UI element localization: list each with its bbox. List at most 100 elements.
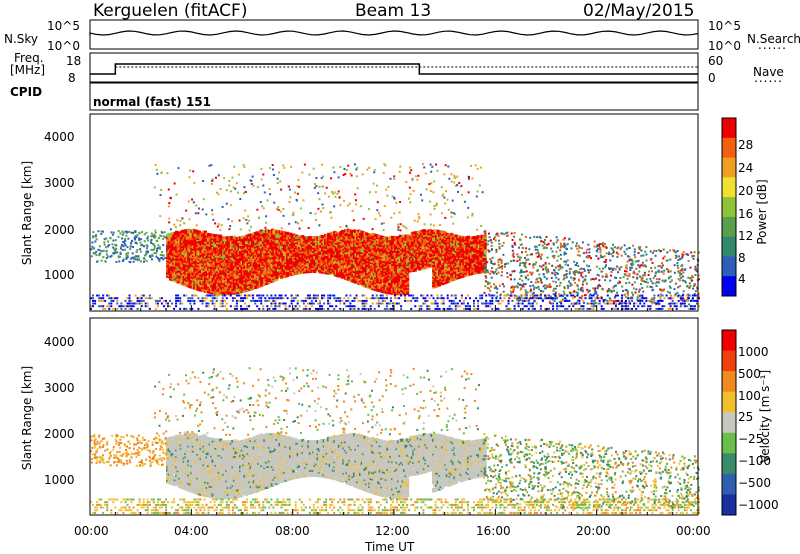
power-range-gate bbox=[267, 265, 271, 269]
power-range-gate bbox=[229, 261, 233, 265]
power-range-gate bbox=[214, 254, 218, 258]
power-range-gate bbox=[176, 231, 180, 235]
power-range-gate bbox=[191, 279, 195, 283]
power-range-gate bbox=[214, 285, 218, 289]
power-cbar-tick-12: 12 bbox=[738, 229, 754, 243]
power-range-gate bbox=[191, 255, 195, 259]
power-range-gate bbox=[252, 247, 256, 251]
power-range-gate bbox=[298, 242, 302, 246]
power-range-gate bbox=[252, 279, 256, 283]
power-range-gate bbox=[199, 261, 203, 265]
power-range-gate bbox=[229, 259, 233, 263]
power-range-gate bbox=[222, 285, 226, 289]
power-ytick-4000: 4000 bbox=[44, 130, 75, 144]
power-range-gate bbox=[229, 258, 233, 261]
power-range-gate bbox=[179, 273, 183, 277]
power-range-gate bbox=[176, 246, 180, 250]
power-range-gate bbox=[267, 253, 271, 257]
power-range-gate bbox=[191, 238, 195, 242]
power-range-gate bbox=[275, 267, 279, 271]
power-range-gate bbox=[199, 266, 203, 270]
power-range-gate bbox=[207, 246, 210, 250]
power-range-gate bbox=[351, 233, 355, 237]
power-range-gate bbox=[313, 236, 317, 240]
power-range-gate bbox=[260, 271, 264, 275]
power-range-gate bbox=[170, 267, 174, 271]
power-range-gate bbox=[175, 254, 179, 258]
power-range-gate bbox=[343, 261, 347, 265]
power-range-gate bbox=[310, 239, 314, 243]
power-range-gate bbox=[245, 256, 248, 260]
power-range-gate bbox=[219, 234, 223, 238]
power-range-gate bbox=[214, 281, 218, 285]
power-range-gate bbox=[275, 240, 279, 244]
power-range-gate bbox=[351, 237, 355, 241]
power-range-gate bbox=[260, 234, 264, 238]
power-ytick-2000: 2000 bbox=[44, 223, 75, 237]
power-range-gate bbox=[191, 233, 195, 237]
power-range-gate bbox=[275, 237, 279, 241]
power-range-gate bbox=[237, 246, 241, 250]
power-range-gate bbox=[217, 246, 221, 250]
power-range-gate bbox=[170, 232, 174, 236]
power-range-gate bbox=[252, 251, 256, 254]
freq-tick-top: 18 bbox=[66, 54, 82, 68]
power-range-gate bbox=[336, 262, 340, 266]
power-range-gate bbox=[169, 267, 172, 271]
power-range-gate bbox=[290, 252, 294, 256]
power-range-gate bbox=[169, 277, 172, 281]
power-range-gate bbox=[207, 248, 210, 252]
power-range-gate bbox=[191, 269, 195, 273]
power-range-gate bbox=[252, 256, 256, 259]
power-range-gate bbox=[169, 257, 172, 261]
power-range-gate bbox=[245, 265, 248, 269]
power-range-gate bbox=[229, 253, 233, 256]
power-range-gate bbox=[351, 277, 355, 281]
power-range-gate bbox=[191, 250, 195, 254]
power-cbar-tick-20: 20 bbox=[738, 184, 754, 198]
power-range-gate bbox=[222, 248, 226, 252]
power-range-gate bbox=[321, 262, 324, 266]
power-range-gate bbox=[229, 281, 233, 285]
power-range-gate bbox=[283, 256, 286, 260]
power-range-gate bbox=[252, 264, 256, 268]
power-range-gate bbox=[217, 244, 221, 248]
power-range-gate bbox=[184, 263, 188, 267]
power-range-gate bbox=[305, 270, 309, 274]
power-range-gate bbox=[228, 242, 232, 246]
power-range-gate bbox=[237, 255, 241, 259]
power-range-gate bbox=[313, 242, 317, 246]
power-range-gate bbox=[232, 291, 236, 295]
power-range-gate bbox=[298, 247, 302, 251]
power-range-gate bbox=[184, 281, 188, 285]
power-range-gate bbox=[191, 276, 195, 280]
power-range-gate bbox=[252, 245, 256, 249]
power-range-gate bbox=[359, 272, 362, 276]
power-range-gate bbox=[246, 278, 250, 282]
power-range-gate bbox=[199, 285, 203, 289]
power-range-gate bbox=[305, 243, 309, 247]
power-range-gate bbox=[290, 233, 294, 237]
power-range-gate bbox=[328, 268, 332, 272]
power-range-gate bbox=[321, 236, 324, 240]
power-range-gate bbox=[214, 266, 218, 270]
power-range-gate bbox=[207, 258, 210, 262]
power-cbar-tick-24: 24 bbox=[738, 161, 754, 175]
power-range-gate bbox=[343, 241, 347, 245]
power-range-gate bbox=[191, 281, 195, 285]
power-range-gate bbox=[229, 266, 233, 270]
nsky-label: N.Sky bbox=[4, 32, 39, 46]
power-range-gate bbox=[214, 252, 218, 256]
power-range-gate bbox=[280, 276, 283, 280]
power-range-gate bbox=[328, 260, 332, 264]
power-range-gate bbox=[336, 238, 340, 242]
power-range-gate bbox=[176, 239, 180, 243]
xtick-0: 00:00 bbox=[74, 524, 109, 538]
power-range-gate bbox=[191, 286, 195, 290]
power-range-gate bbox=[214, 288, 218, 292]
power-range-gate bbox=[328, 245, 332, 248]
power-range-gate bbox=[204, 230, 207, 234]
power-range-gate bbox=[237, 258, 241, 262]
power-range-gate bbox=[245, 278, 248, 282]
power-range-gate bbox=[267, 262, 271, 266]
